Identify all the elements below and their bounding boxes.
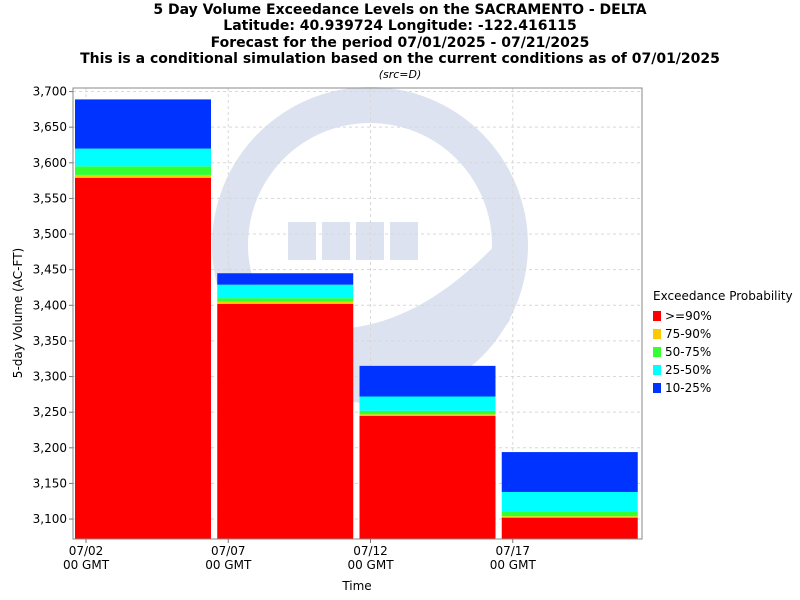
bar-segment-07-12-2 — [359, 410, 496, 415]
x-tick-time-label: 00 GMT — [205, 558, 252, 572]
legend-label-10-25: 10-25% — [665, 381, 712, 395]
x-tick-time-label: 00 GMT — [347, 558, 394, 572]
y-tick-label: 3,300 — [33, 370, 67, 384]
bar-segment-07-07-2 — [217, 298, 354, 302]
x-tick-date-label: 07/02 — [69, 544, 104, 558]
y-tick-label: 3,400 — [33, 298, 67, 312]
y-tick-label: 3,150 — [33, 476, 67, 490]
legend-title: Exceedance Probability — [653, 289, 793, 303]
chart-title-line-1: 5 Day Volume Exceedance Levels on the SA… — [153, 2, 647, 18]
bar-segment-07-17-0 — [501, 517, 638, 539]
x-tick-date-label: 07/12 — [353, 544, 388, 558]
bar-segment-07-17-3 — [501, 491, 638, 512]
legend-item-10-25: 10-25% — [653, 379, 793, 397]
bar-segment-07-02-0 — [75, 177, 211, 539]
legend-label-ge90: >=90% — [665, 309, 712, 323]
legend-item-ge90: >=90% — [653, 307, 793, 325]
chart-subtitle: (src=D) — [378, 68, 422, 81]
x-tick-date-label: 07/07 — [211, 544, 246, 558]
y-tick-label: 3,250 — [33, 405, 67, 419]
chart-title-line-2: Latitude: 40.939724 Longitude: -122.4161… — [223, 18, 577, 34]
plot-frame — [72, 87, 643, 540]
bar-segment-07-12-1 — [359, 414, 496, 416]
bar-segment-07-02-4 — [75, 99, 211, 149]
x-axis-label: Time — [341, 579, 371, 593]
bar-segment-07-17-1 — [501, 516, 638, 518]
legend-swatch-ge90 — [653, 311, 661, 321]
legend-item-75-90: 75-90% — [653, 325, 793, 343]
bar-segment-07-17-4 — [501, 452, 638, 492]
legend-item-25-50: 25-50% — [653, 361, 793, 379]
legend-item-50-75: 50-75% — [653, 343, 793, 361]
bars-layer — [75, 99, 638, 539]
bar-segment-07-07-0 — [217, 303, 354, 539]
y-tick-label: 3,550 — [33, 191, 67, 205]
legend-label-75-90: 75-90% — [665, 327, 712, 341]
y-tick-label: 3,450 — [33, 263, 67, 277]
bar-segment-07-02-3 — [75, 148, 211, 167]
x-tick-date-label: 07/17 — [495, 544, 530, 558]
bar-segment-07-02-1 — [75, 174, 211, 178]
y-tick-label: 3,500 — [33, 227, 67, 241]
legend-swatch-75-90 — [653, 329, 661, 339]
legend: Exceedance Probability >=90% 75-90% 50-7… — [653, 289, 793, 397]
bar-segment-07-17-2 — [501, 511, 638, 517]
legend-swatch-50-75 — [653, 347, 661, 357]
y-tick-label: 3,200 — [33, 441, 67, 455]
y-tick-label: 3,600 — [33, 156, 67, 170]
bar-segment-07-12-4 — [359, 365, 496, 397]
legend-label-25-50: 25-50% — [665, 363, 712, 377]
bar-segment-07-02-2 — [75, 166, 211, 175]
y-axis-label: 5-day Volume (AC-FT) — [11, 248, 25, 378]
bar-segment-07-12-0 — [359, 415, 496, 539]
x-tick-time-label: 00 GMT — [490, 558, 537, 572]
bar-segment-07-07-1 — [217, 301, 354, 304]
y-tick-label: 3,350 — [33, 334, 67, 348]
y-axis: 3,100 3,150 3,200 3,250 3,300 3,350 3,400 3,450… — [33, 85, 73, 526]
chart-title-line-4: This is a conditional simulation based o… — [80, 51, 720, 67]
bar-segment-07-07-4 — [217, 273, 354, 285]
bar-segment-07-12-3 — [359, 396, 496, 411]
legend-swatch-10-25 — [653, 383, 661, 393]
legend-swatch-25-50 — [653, 365, 661, 375]
chart-title-line-3: Forecast for the period 07/01/2025 - 07/… — [210, 35, 590, 51]
y-tick-label: 3,700 — [33, 85, 67, 99]
y-tick-label: 3,100 — [33, 512, 67, 526]
bar-segment-07-07-3 — [217, 284, 354, 299]
x-tick-time-label: 00 GMT — [63, 558, 110, 572]
y-tick-label: 3,650 — [33, 120, 67, 134]
legend-label-50-75: 50-75% — [665, 345, 712, 359]
